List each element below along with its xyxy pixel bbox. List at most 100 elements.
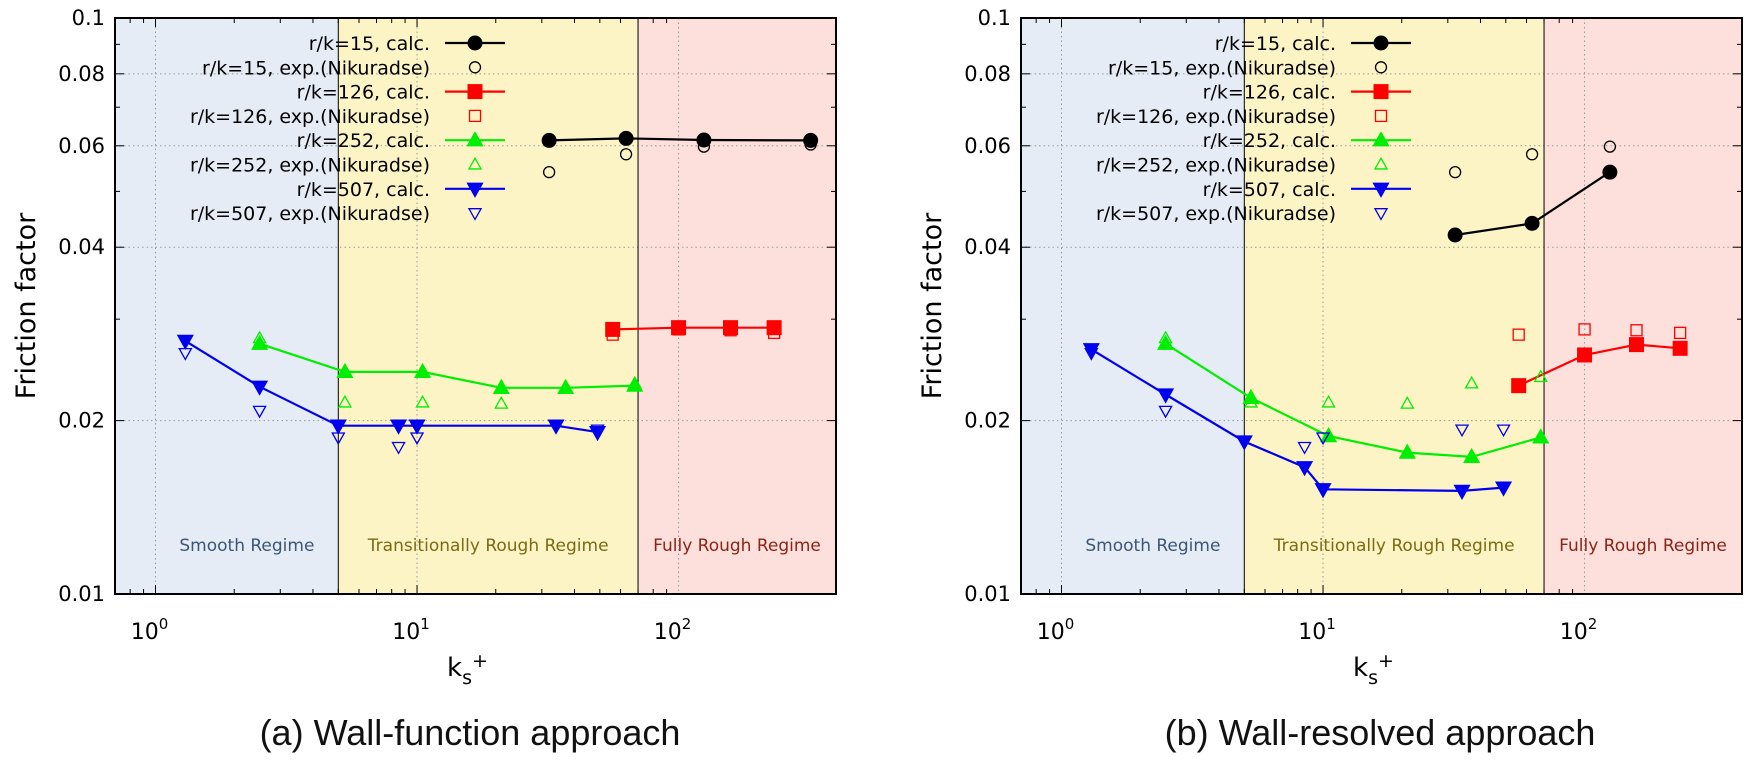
regime-rough-band — [1544, 18, 1742, 594]
legend-marker — [467, 84, 483, 100]
x-tick-exponent: 1 — [420, 615, 430, 633]
data-point — [1512, 328, 1525, 341]
data-point — [590, 424, 605, 438]
legend-label: r/k=507, exp.(Nikuradse) — [190, 203, 430, 225]
x-tick-exponent: 1 — [1326, 615, 1336, 633]
legend-marker — [1373, 156, 1389, 170]
data-point — [696, 132, 712, 148]
x-axis-label-subscript: s — [1368, 667, 1378, 689]
data-point — [1157, 388, 1175, 404]
series-2 — [542, 138, 817, 179]
legend-label: r/k=252, exp.(Nikuradse) — [190, 155, 430, 177]
series-4 — [606, 323, 781, 341]
data-point — [391, 441, 406, 455]
data-point — [176, 334, 194, 351]
data-point — [1243, 394, 1259, 408]
series-6 — [252, 330, 642, 409]
legend-label: r/k=507, exp.(Nikuradse) — [1096, 203, 1336, 225]
x-tick-label: 102 — [1560, 615, 1598, 645]
series-7 — [176, 334, 607, 442]
series-2 — [1448, 140, 1617, 179]
data-point — [547, 419, 565, 435]
y-tick-label: 0.04 — [964, 235, 1011, 259]
data-point — [1082, 343, 1100, 359]
data-point — [1463, 447, 1481, 464]
data-point — [1673, 326, 1687, 340]
data-point — [408, 419, 426, 435]
legend: r/k=15, calc.r/k=15, exp.(Nikuradse) r/k=… — [190, 33, 505, 225]
data-point — [557, 378, 575, 394]
legend-marker — [1372, 131, 1390, 147]
y-tick-label: 0.01 — [58, 582, 105, 606]
data-point — [1629, 337, 1645, 353]
x-tick-label: 101 — [1298, 615, 1336, 645]
data-point — [1400, 396, 1415, 409]
series-1 — [1447, 164, 1618, 243]
data-point — [336, 362, 354, 379]
data-point — [1533, 369, 1548, 383]
legend-marker — [466, 131, 484, 147]
y-tick-label: 0.02 — [58, 409, 105, 433]
data-point — [724, 324, 737, 337]
data-point — [1602, 164, 1618, 180]
y-tick-label: 0.08 — [58, 62, 105, 86]
legend: r/k=15, calc.r/k=15, exp.(Nikuradse) r/k=… — [1096, 33, 1411, 225]
data-point — [541, 132, 557, 148]
legend-label: r/k=15, calc. — [1215, 33, 1336, 55]
legend-label: r/k=507, calc. — [297, 179, 430, 201]
series-6 — [1158, 330, 1548, 409]
data-point — [415, 394, 430, 408]
legend-marker — [1373, 35, 1389, 51]
chart-panel-b: Smooth Regime Transitionally Rough Regime… — [917, 6, 1743, 689]
data-point — [252, 405, 267, 419]
legend-label: r/k=252, exp.(Nikuradse) — [1096, 155, 1336, 177]
data-point — [1398, 443, 1416, 459]
legend-marker — [468, 109, 482, 123]
y-tick-label: 0.01 — [964, 582, 1011, 606]
x-tick-label: 102 — [654, 615, 692, 645]
regime-smooth-label: Smooth Regime — [1085, 536, 1220, 556]
legend-label: r/k=507, calc. — [1203, 179, 1336, 201]
regime-smooth-band — [115, 18, 339, 594]
data-point — [1525, 148, 1539, 161]
data-point — [606, 328, 619, 341]
data-point — [1297, 441, 1312, 455]
legend-marker — [1373, 84, 1389, 100]
regime-transitional-label: Transitionally Rough Regime — [367, 536, 609, 556]
y-tick-label: 0.08 — [964, 62, 1011, 86]
data-point — [178, 347, 193, 361]
legend-marker — [468, 61, 482, 74]
legend-label: r/k=126, calc. — [297, 82, 430, 104]
data-point — [1454, 424, 1470, 438]
regime-transitional-band — [1244, 18, 1545, 594]
x-tick-label: 101 — [392, 615, 430, 645]
data-point — [1630, 324, 1643, 337]
data-point — [1296, 461, 1314, 477]
plot-frame — [1020, 17, 1743, 595]
x-tick-exponent: 0 — [1065, 615, 1075, 633]
data-point — [492, 378, 510, 394]
series-1 — [541, 130, 819, 148]
chart-panel-a: Smooth Regime Transitionally Rough Regime… — [11, 6, 837, 689]
y-tick-label: 0.1 — [72, 6, 105, 30]
series-3 — [1511, 337, 1688, 394]
data-point — [337, 394, 353, 408]
x-tick-label: 100 — [131, 615, 169, 645]
legend-marker — [467, 208, 483, 221]
x-axis-label-subscript: s — [462, 667, 472, 689]
series-line — [259, 342, 635, 389]
series-7 — [1082, 343, 1513, 500]
x-axis-label: ks+ — [1353, 650, 1394, 689]
data-point — [1496, 424, 1511, 438]
data-point — [1447, 227, 1463, 243]
x-tick-exponent: 2 — [682, 615, 692, 633]
data-point — [803, 132, 819, 148]
data-point — [1577, 347, 1593, 363]
data-point — [1672, 340, 1688, 356]
data-point — [409, 432, 425, 446]
caption-b: (b) Wall-resolved approach — [1164, 712, 1596, 753]
data-point — [1532, 428, 1550, 444]
data-point — [1084, 347, 1099, 361]
series-line — [1165, 342, 1541, 459]
